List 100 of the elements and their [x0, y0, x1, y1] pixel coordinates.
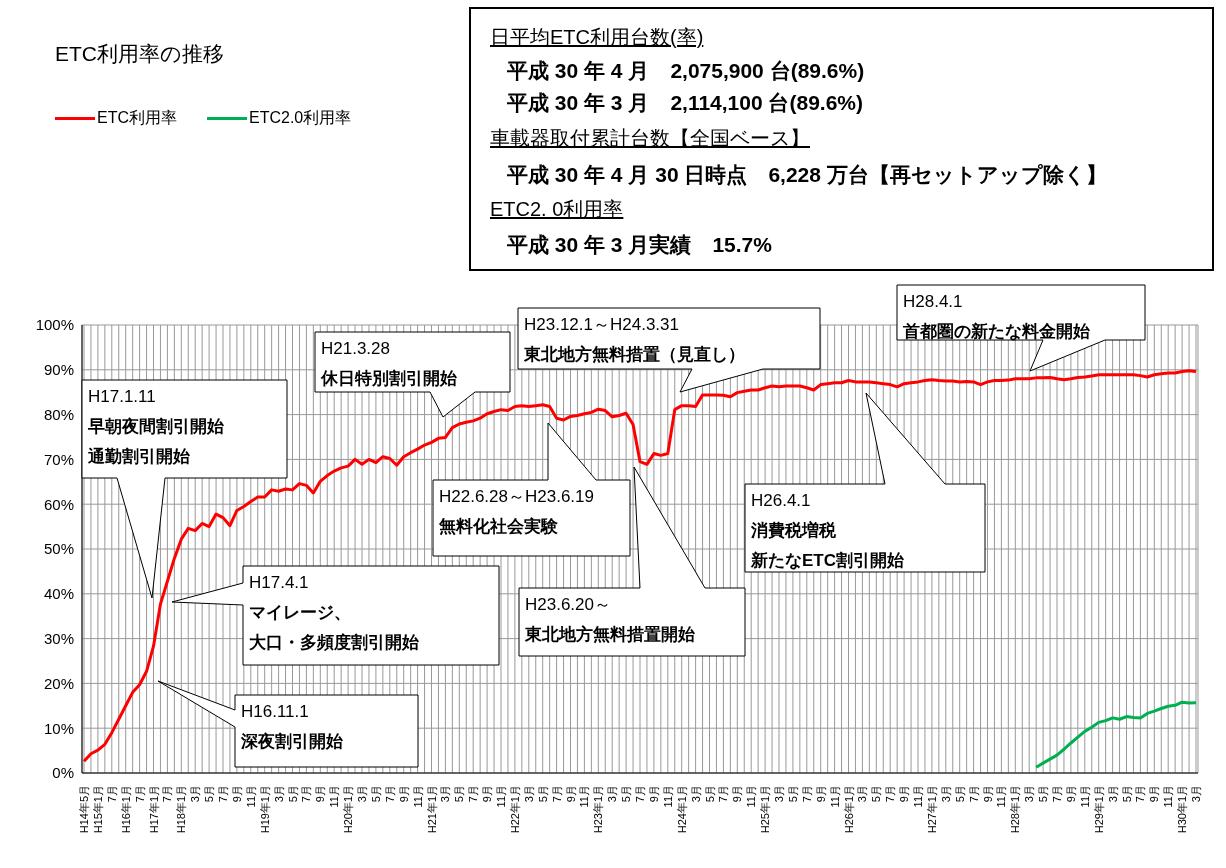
y-tick-label: 70%: [43, 450, 74, 468]
x-tick-label: 7月: [1051, 785, 1063, 803]
annotation: 通勤割引開始: [87, 447, 191, 466]
annotation: 大口・多頻度割引開始: [249, 633, 420, 652]
annotation: 首都圏の新たな料金開始: [902, 322, 1091, 341]
x-tick-label: 3月: [606, 785, 619, 803]
x-tick-label: 7月: [105, 785, 118, 803]
y-tick-label: 40%: [43, 585, 74, 603]
x-tick-label: 9月: [314, 785, 327, 803]
x-tick-label: 3月: [1023, 785, 1036, 803]
x-tick-label: 11月: [661, 785, 674, 808]
x-tick-label: H27年1月: [925, 785, 938, 834]
x-tick-label: 9月: [898, 785, 911, 803]
annotation: 東北地方無料措置開始: [524, 625, 696, 644]
x-tick-label: H25年1月: [759, 785, 772, 834]
annotation: 東北地方無料措置（見直し）: [523, 345, 745, 364]
annotation: 深夜割引開始: [240, 732, 344, 751]
x-tick-label: 3月: [773, 785, 785, 803]
x-tick-label: 7月: [467, 785, 480, 803]
x-tick-label: 9月: [647, 785, 660, 803]
annotation: H17.4.1: [249, 573, 309, 592]
legend-label: ETC2.0利用率: [249, 108, 352, 128]
y-tick-label: 10%: [43, 719, 74, 737]
text: 平成 30 年 3 月 2,114,100 台(89.6%): [506, 91, 864, 114]
x-tick-label: H20年1月: [342, 785, 355, 834]
x-tick-label: H23年1月: [592, 785, 605, 834]
text: ETC2. 0利用率: [490, 198, 624, 220]
line-series: [82, 369, 1198, 763]
x-tick-label: H21年1月: [425, 785, 438, 834]
x-tick-label: H16年1月: [119, 785, 132, 834]
x-tick-label: 3月: [356, 785, 368, 803]
x-tick-label: 11月: [745, 785, 758, 808]
x-tick-label: 9月: [397, 785, 410, 803]
annotation: H16.11.1: [241, 702, 309, 721]
x-tick-label: 7月: [884, 785, 897, 803]
x-tick-label: H22年1月: [508, 785, 521, 834]
x-tick-label: 9月: [1148, 785, 1161, 803]
annotation: H23.6.20～: [525, 595, 611, 614]
annotation: H23.12.1～H24.3.31: [524, 315, 679, 334]
chart-title: ETC利用率の推移: [55, 41, 224, 67]
text: 平成 30 年 4 月 30 日時点 6,228 万台【再セットアップ除く】: [506, 163, 1107, 187]
x-tick-label: 11月: [995, 785, 1008, 808]
x-tick-label: 5月: [703, 785, 716, 803]
x-tick-label: 3月: [689, 785, 702, 803]
x-tick-label: 7月: [550, 785, 563, 803]
x-tick-label: H24年1月: [675, 785, 688, 834]
y-tick-label: 90%: [43, 361, 74, 379]
annotation: 消費税増税: [750, 520, 837, 540]
annotation: H17.1.11: [88, 387, 156, 406]
x-tick-label: 3月: [1190, 785, 1202, 803]
x-tick-label: 5月: [369, 785, 382, 803]
x-tick-label: H29年1月: [1092, 785, 1105, 834]
x-tick-label: 3月: [856, 785, 869, 803]
x-tick-label: 11月: [912, 785, 924, 808]
text: 車載器取付累計台数【全国ベース】: [490, 127, 810, 149]
x-tick-label: 11月: [1078, 785, 1091, 808]
text: 平成 30 年 3 月実績 15.7%: [506, 233, 773, 256]
annotation: H21.3.28: [321, 339, 390, 358]
x-tick-label: 3月: [939, 785, 952, 803]
x-tick-label: 7月: [967, 785, 980, 803]
y-tick-label: 0%: [52, 764, 74, 782]
x-tick-label: 5月: [453, 785, 466, 803]
x-tick-label: 7月: [717, 785, 730, 803]
text: 平成 30 年 4 月 2,075,900 台(89.6%): [506, 59, 865, 82]
x-tick-label: 11月: [828, 785, 841, 808]
annotation: H26.4.1: [751, 491, 811, 510]
x-tick-label: 5月: [286, 785, 299, 803]
x-tick-label: 11月: [578, 785, 591, 808]
x-tick-label: 7月: [300, 785, 313, 803]
x-tick-label: 5月: [786, 785, 799, 803]
x-tick-label: 3月: [439, 785, 452, 803]
annotation: 無料化社会実験: [438, 517, 559, 536]
x-tick-label: 7月: [217, 785, 229, 803]
annotation: マイレージ、: [249, 603, 351, 622]
x-tick-label: 5月: [1037, 785, 1050, 803]
x-tick-label: H30年1月: [1176, 785, 1189, 834]
x-tick-label: 11月: [495, 785, 507, 808]
x-tick-label: 7月: [161, 785, 174, 803]
y-tick-label: 20%: [43, 674, 74, 692]
x-tick-label: H28年1月: [1009, 785, 1022, 834]
x-tick-label: 3月: [272, 785, 285, 803]
annotation: 早朝夜間割引開始: [87, 417, 225, 436]
x-tick-label: 9月: [230, 785, 243, 803]
y-tick-label: 60%: [43, 495, 74, 513]
x-tick-label: 9月: [1064, 785, 1077, 803]
x-tick-label: 5月: [203, 785, 216, 803]
y-tick-label: 50%: [43, 540, 74, 558]
x-tick-label: 9月: [814, 785, 827, 803]
y-tick-label: 100%: [35, 316, 74, 334]
text: 日平均ETC利用台数(率): [490, 26, 704, 48]
x-tick-label: 11月: [1162, 785, 1175, 808]
y-tick-label: 30%: [43, 629, 74, 647]
x-tick-label: 5月: [620, 785, 633, 803]
x-tick-label: 7月: [133, 785, 146, 803]
x-tick-label: 3月: [189, 785, 202, 803]
legend-label: ETC利用率: [97, 108, 177, 128]
x-tick-label: 11月: [411, 785, 424, 808]
x-tick-label: 3月: [522, 785, 535, 803]
x-tick-label: 11月: [328, 785, 341, 808]
annotation: H22.6.28～H23.6.19: [439, 487, 594, 506]
